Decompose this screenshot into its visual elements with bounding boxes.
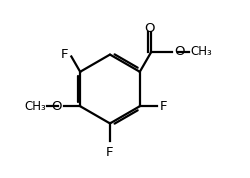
Text: F: F bbox=[106, 146, 114, 159]
Text: O: O bbox=[144, 22, 155, 35]
Text: CH₃: CH₃ bbox=[190, 45, 212, 58]
Text: F: F bbox=[160, 100, 168, 113]
Text: CH₃: CH₃ bbox=[24, 100, 46, 113]
Text: O: O bbox=[51, 100, 62, 113]
Text: O: O bbox=[174, 45, 185, 58]
Text: F: F bbox=[61, 48, 69, 61]
